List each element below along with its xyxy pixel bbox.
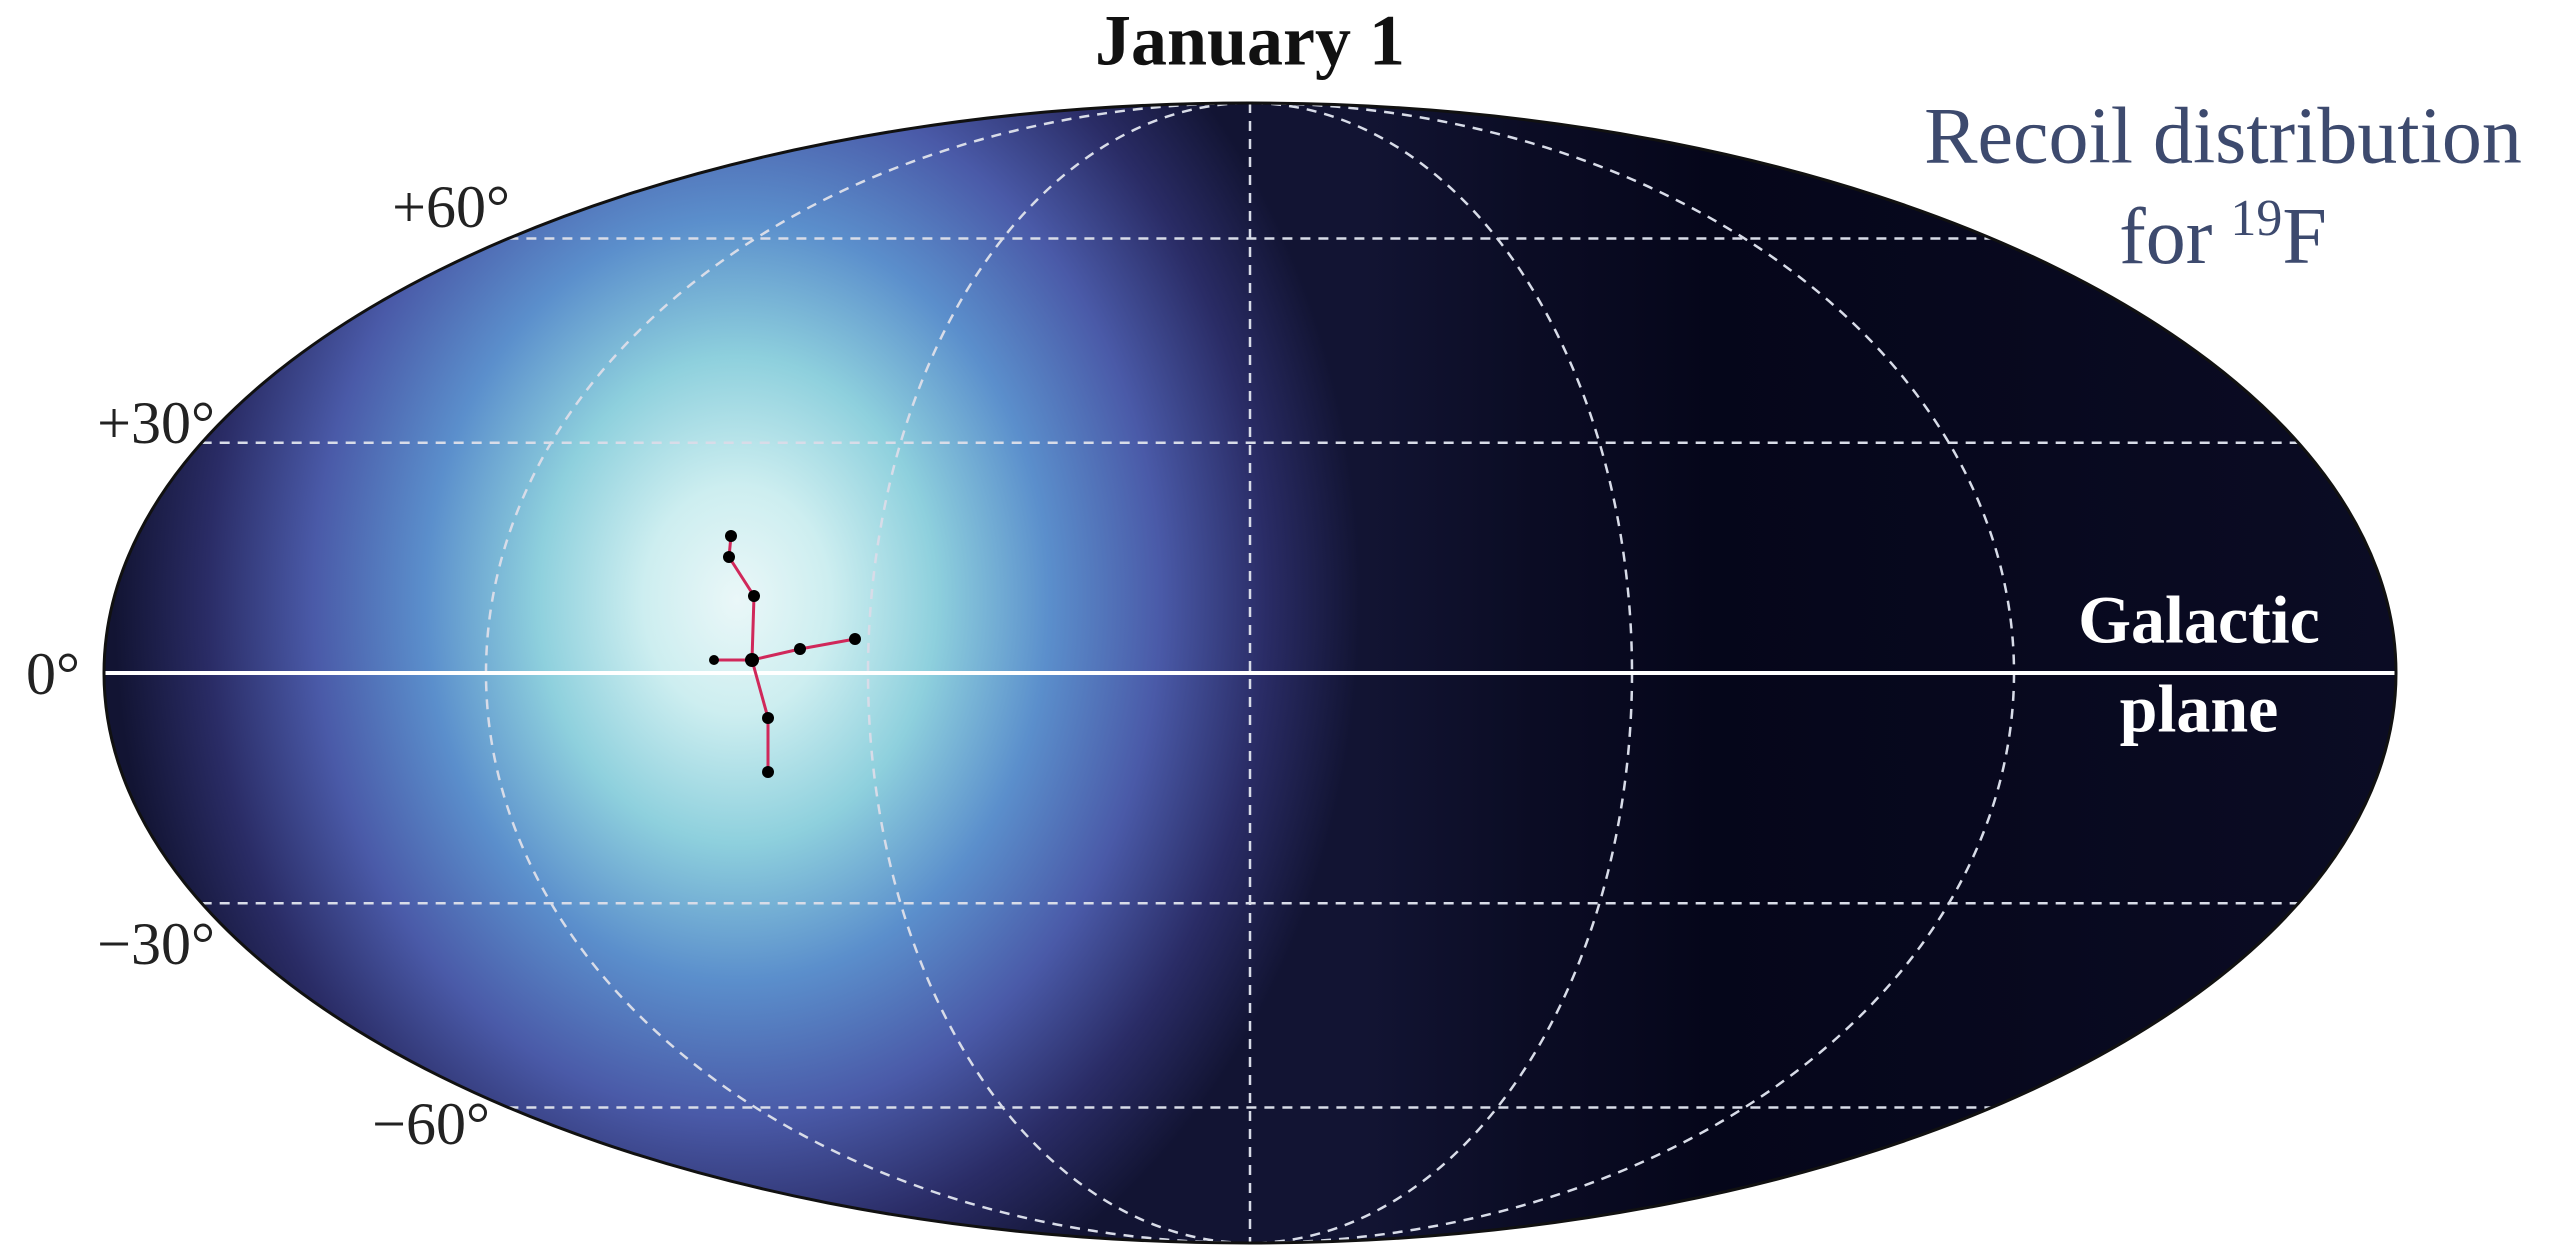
isotope-element: F [2282, 193, 2327, 281]
latitude-label: 0° [26, 641, 80, 707]
latitude-label: −30° [97, 911, 215, 977]
galactic-plane-label: plane [2120, 671, 2279, 747]
recoil-label-line2: for 19F [2119, 190, 2327, 281]
latitude-label: +60° [392, 174, 510, 240]
latitude-label: −60° [372, 1091, 490, 1157]
sky-border [102, 101, 2398, 1245]
recoil-label-prefix: for [2119, 193, 2212, 281]
title: January 1 [1095, 1, 1405, 81]
galactic-plane-label: Galactic [2078, 582, 2320, 658]
latitude-label: +30° [97, 390, 215, 456]
recoil-label: Recoil distribution [1924, 92, 2522, 180]
constellation-stars [709, 530, 861, 778]
sky-map [104, 103, 2396, 1243]
isotope-mass-number: 19 [2230, 190, 2282, 247]
